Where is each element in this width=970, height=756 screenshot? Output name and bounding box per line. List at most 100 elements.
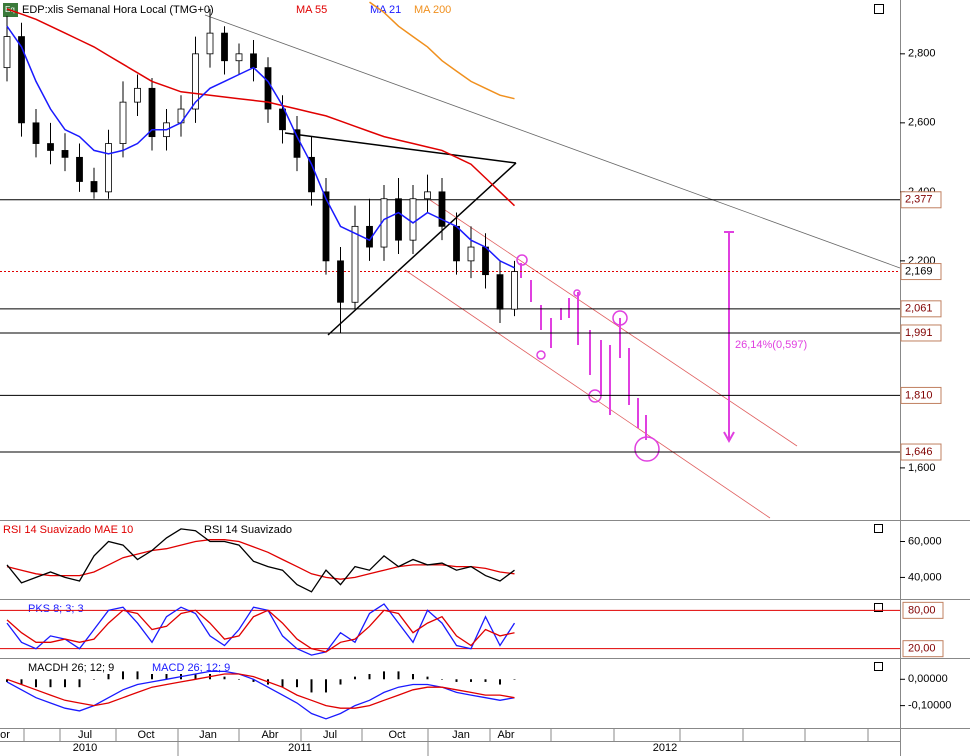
x-tick-label: Jul [78,729,92,741]
candle-body [61,150,69,158]
histogram-bar [296,679,298,688]
series-line [6,528,515,593]
histogram-bar [484,679,487,682]
histogram-bar [281,679,284,688]
y-tick-label: 60,000 [908,535,942,547]
candle-body [250,53,257,69]
candle-body [438,191,446,227]
histogram-bar [339,679,342,685]
histogram-bar [35,679,37,688]
candle-body [47,143,54,151]
level-label: 1,646 [905,446,933,458]
level-label: 2,169 [905,265,933,277]
histogram-bar [310,679,313,693]
y-tick-label: 40,000 [908,571,942,583]
candle-body [3,36,11,69]
x-tick-label: Abr [497,729,514,741]
series-line [6,25,515,269]
legend-entry: RSI 14 Suavizado MAE 10 [3,524,133,536]
y-tick-label: 2,600 [908,117,936,129]
level-label: 1,810 [905,389,933,401]
candle-body [134,87,141,103]
histogram-bar [354,676,356,680]
candle-body [482,246,489,276]
legend-entry: MA 55 [296,4,327,16]
level-label-box [900,263,942,281]
y-tick-label: 2,800 [908,48,936,60]
candle-body [221,32,228,62]
histogram-bar [455,679,458,682]
candle-body [119,101,127,144]
candle-body [206,32,214,55]
level-label-box [900,386,942,404]
histogram-bar [470,679,472,682]
series-line [6,603,516,656]
y-tick-label: 80,00 [908,604,936,616]
x-tick-label: Jan [452,729,470,741]
legend-entry: RSI 14 Suavizado [204,524,292,536]
histogram-bar [325,679,327,693]
window-buttons[interactable] [874,4,884,671]
candle-body [337,260,344,303]
level-label: 1,991 [905,327,933,339]
y-tick-label: 0,00000 [908,673,948,685]
level-label: 2,061 [905,303,933,315]
year-label: 2012 [653,742,677,754]
histogram-bar [426,676,429,680]
series-line [6,673,515,709]
level-label-box [900,324,942,342]
candle-body [293,129,301,158]
histogram-bar [238,679,240,680]
candle-body [148,87,156,138]
candle-body [496,274,504,310]
year-label: 2010 [73,742,97,754]
candle-body [235,53,243,62]
x-tick-label: or [0,729,10,741]
histogram-bar [499,679,501,685]
candle-body [279,108,286,131]
candle-body [424,191,431,200]
tick-label-box [902,601,944,619]
candle-body [322,191,330,262]
x-tick-label: Jul [323,729,337,741]
candle-body [264,67,272,110]
histogram-bar [252,679,255,682]
x-tick-label: Abr [261,729,278,741]
level-label-box [900,443,942,461]
annotation: 26,14%(0,597) [735,339,807,351]
candle-body [105,143,112,193]
level-label-box [900,300,942,318]
y-tick-label: 1,600 [908,462,936,474]
histogram-bar [6,679,8,682]
x-tick-label: Oct [388,729,405,741]
level-label-box [900,191,942,209]
histogram-bar [78,679,81,688]
x-tick-label: Jan [199,729,217,741]
histogram-bar [194,674,197,680]
candle-body [308,156,315,193]
series-line [369,1,515,100]
histogram-bar [136,671,139,680]
level-label: 2,377 [905,194,933,206]
legend-entry: PKS 8; 3; 3 [28,603,84,615]
candle-body [192,53,199,110]
candle-body [395,198,402,241]
year-label: 2011 [288,742,312,754]
histogram-bar [441,679,443,680]
histogram-bar [412,674,414,680]
legend-entry: MACDH 26; 12; 9 [28,662,114,674]
histogram-bar [107,674,110,680]
series-line [6,609,515,653]
candle-body [90,181,98,193]
legend-entry: MACD 26; 12; 9 [152,662,230,674]
candle-body [351,225,359,303]
x-tick-label: Oct [137,729,154,741]
candle-body [18,36,25,124]
histogram-bar [223,676,226,680]
legend-entry: MA 21 [370,4,401,16]
legend-entry: MA 200 [414,4,451,16]
chart-title: EDP:xlis Semanal Hora Local (TMG+0) [22,4,214,16]
candle-body [453,225,460,262]
